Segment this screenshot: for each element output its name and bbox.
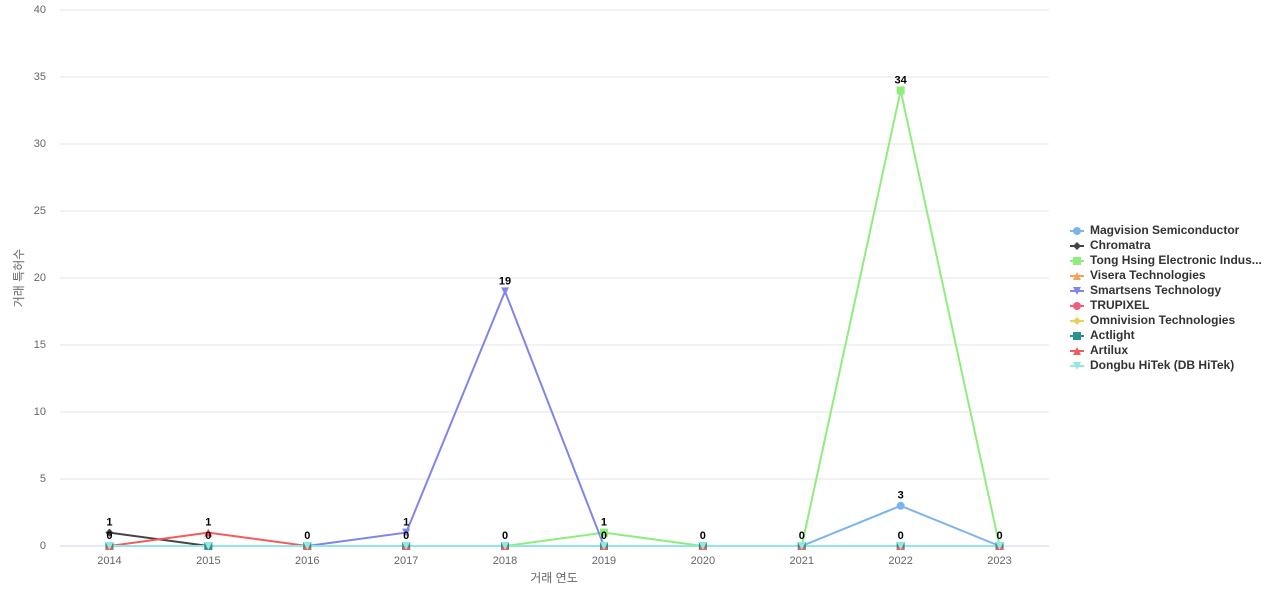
legend-item[interactable]: Magvision Semiconductor: [1070, 223, 1240, 237]
data-label: 1: [601, 517, 607, 529]
legend-marker: [1073, 272, 1081, 280]
legend-label: Dongbu HiTek (DB HiTek): [1090, 358, 1234, 372]
data-label: 0: [502, 530, 508, 542]
marker: [995, 542, 1004, 550]
data-label: 1: [106, 517, 112, 529]
marker: [105, 542, 114, 550]
legend-label: Actlight: [1090, 328, 1135, 342]
x-tick-label: 2019: [592, 555, 616, 567]
y-tick-label: 20: [34, 272, 46, 284]
legend-marker: [1073, 227, 1081, 235]
marker: [204, 528, 213, 537]
marker: [303, 542, 312, 550]
legend-label: Chromatra: [1090, 238, 1151, 252]
legend-item[interactable]: Actlight: [1070, 328, 1135, 342]
data-label: 0: [601, 530, 607, 542]
data-label: 0: [898, 530, 904, 542]
data-label: 34: [895, 74, 908, 86]
data-label: 0: [996, 530, 1002, 542]
marker: [599, 542, 608, 550]
legend-label: TRUPIXEL: [1090, 298, 1149, 312]
legend-item[interactable]: Smartsens Technology: [1070, 283, 1221, 297]
legend-marker: [1073, 362, 1081, 370]
x-axis-label: 거래 연도: [530, 571, 578, 585]
legend-marker: [1073, 257, 1081, 265]
data-label: 1: [403, 517, 409, 529]
x-tick-label: 2017: [394, 555, 418, 567]
y-tick-label: 0: [40, 540, 46, 552]
y-tick-label: 25: [34, 205, 46, 217]
x-tick-label: 2016: [295, 555, 319, 567]
legend-item[interactable]: TRUPIXEL: [1070, 298, 1149, 312]
legend-label: Tong Hsing Electronic Indus...: [1090, 253, 1262, 267]
data-label: 1: [205, 517, 211, 529]
legend-marker: [1073, 242, 1081, 250]
x-tick-label: 2018: [493, 555, 517, 567]
legend-item[interactable]: Omnivision Technologies: [1070, 313, 1235, 327]
marker: [402, 528, 411, 537]
data-label: 0: [403, 530, 409, 542]
legend-marker: [1073, 302, 1081, 310]
y-tick-label: 35: [34, 71, 46, 83]
marker: [599, 528, 608, 537]
data-label: 0: [304, 530, 310, 542]
data-label: 0: [700, 530, 706, 542]
legend-item[interactable]: Chromatra: [1070, 238, 1151, 252]
legend-item[interactable]: Dongbu HiTek (DB HiTek): [1070, 358, 1234, 372]
legend-marker: [1073, 287, 1081, 295]
data-label: 0: [799, 530, 805, 542]
marker: [896, 501, 905, 510]
marker: [204, 542, 213, 550]
data-label: 3: [898, 490, 904, 502]
marker: [896, 542, 905, 550]
y-axis-label: 거래 특허수: [12, 249, 26, 308]
legend-marker: [1073, 317, 1081, 325]
x-tick-label: 2014: [97, 555, 121, 567]
y-tick-label: 10: [34, 406, 46, 418]
marker: [698, 542, 707, 550]
marker: [501, 287, 510, 296]
marker: [105, 528, 114, 537]
x-tick-label: 2021: [790, 555, 814, 567]
data-label: 19: [499, 275, 511, 287]
y-tick-label: 30: [34, 138, 46, 150]
legend-label: Smartsens Technology: [1090, 283, 1221, 297]
y-tick-label: 5: [40, 473, 46, 485]
x-tick-label: 2015: [196, 555, 220, 567]
legend-marker: [1073, 347, 1081, 355]
data-label: 0: [205, 530, 211, 542]
legend-item[interactable]: Artilux: [1070, 343, 1128, 357]
marker: [501, 542, 510, 550]
legend-label: Visera Technologies: [1090, 268, 1206, 282]
legend-label: Artilux: [1090, 343, 1128, 357]
data-label: 0: [106, 530, 112, 542]
legend-label: Omnivision Technologies: [1090, 313, 1235, 327]
y-tick-label: 40: [34, 4, 46, 16]
x-tick-label: 2023: [987, 555, 1011, 567]
y-tick-label: 15: [34, 339, 46, 351]
legend-marker: [1073, 332, 1081, 340]
series-line: [109, 90, 1001, 547]
legend-item[interactable]: Visera Technologies: [1070, 268, 1206, 282]
legend-item[interactable]: Tong Hsing Electronic Indus...: [1070, 253, 1262, 267]
x-tick-label: 2020: [691, 555, 715, 567]
marker: [896, 86, 905, 95]
x-tick-label: 2022: [888, 555, 912, 567]
legend-label: Magvision Semiconductor: [1090, 223, 1240, 237]
series-line: [109, 288, 1000, 547]
marker: [797, 542, 806, 550]
marker: [402, 542, 411, 550]
